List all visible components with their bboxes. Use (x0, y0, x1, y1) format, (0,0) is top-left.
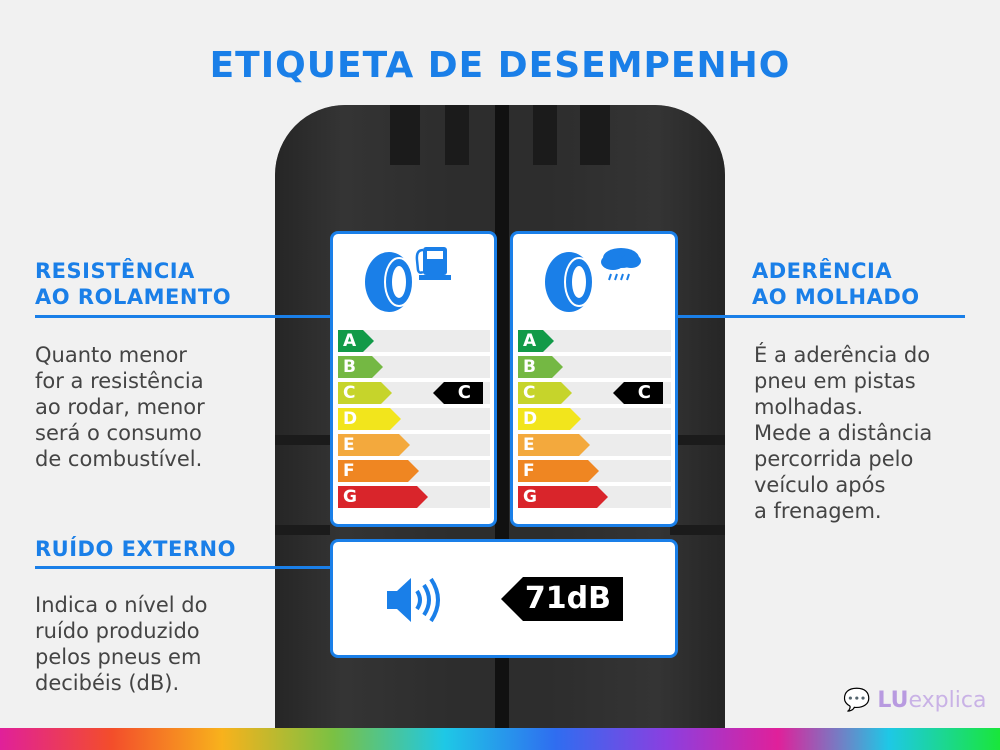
grade-row-g: G (518, 486, 671, 508)
grade-arrow: C (338, 382, 392, 404)
grade-arrow: E (518, 434, 590, 456)
wet-grip-heading: ADERÊNCIA AO MOLHADO (752, 258, 920, 310)
logo-brand: LU (877, 688, 909, 713)
wet-grip-description: É a aderência do pneu em pistas molhadas… (754, 342, 932, 524)
noise-description: Indica o nível do ruído produzido pelos … (35, 592, 207, 696)
noise-heading: RUÍDO EXTERNO (35, 537, 236, 561)
grade-row-a: A (518, 330, 671, 352)
text-line: for a resistência (35, 369, 204, 393)
text-line: pneu em pistas (754, 369, 916, 393)
text-line: será o consumo (35, 421, 202, 445)
rating-marker: C (613, 382, 663, 404)
logo-suffix: explica (908, 688, 987, 713)
grade-arrow: D (518, 408, 581, 430)
heading-line: RESISTÊNCIA (35, 259, 195, 283)
text-line: percorrida pelo (754, 447, 914, 471)
grade-arrow: C (518, 382, 572, 404)
grade-row-d: D (338, 408, 490, 430)
grade-arrow: F (338, 460, 419, 482)
grade-arrow: A (518, 330, 554, 352)
grade-row-f: F (338, 460, 490, 482)
rainbow-bar (0, 728, 1000, 750)
grade-row-e: E (338, 434, 490, 456)
grade-arrow: B (518, 356, 563, 378)
heading-line: AO ROLAMENTO (35, 285, 232, 309)
text-line: Quanto menor (35, 343, 187, 367)
tire-rain-cloud-icon (545, 248, 641, 312)
text-line: molhadas. (754, 395, 864, 419)
text-line: a frenagem. (754, 499, 882, 523)
text-line: decibéis (dB). (35, 671, 180, 695)
text-line: É a aderência do (754, 343, 931, 367)
text-line: Mede a distância (754, 421, 933, 445)
grade-arrow: A (338, 330, 374, 352)
rating-marker: C (433, 382, 483, 404)
text-line: Indica o nível do (35, 593, 208, 617)
text-line: de combustível. (35, 447, 203, 471)
lu-explica-logo: 💬 LUexplica (843, 688, 986, 713)
heading-line: ADERÊNCIA (752, 259, 893, 283)
heading-line: AO MOLHADO (752, 285, 920, 309)
grade-row-f: F (518, 460, 671, 482)
tire-fuel-pump-icon (365, 247, 451, 312)
grade-row-b: B (518, 356, 671, 378)
noise-value-badge: 71dB (501, 577, 623, 621)
grade-arrow: F (518, 460, 599, 482)
text-line: pelos pneus em (35, 645, 202, 669)
connector-line (35, 315, 333, 318)
page-title: ETIQUETA DE DESEMPENHO (209, 45, 791, 86)
grade-row-a: A (338, 330, 490, 352)
text-line: ruído produzido (35, 619, 200, 643)
grade-row-d: D (518, 408, 671, 430)
text-line: ao rodar, menor (35, 395, 205, 419)
rolling-resistance-description: Quanto menor for a resistência ao rodar,… (35, 342, 205, 472)
grade-row-e: E (518, 434, 671, 456)
grade-row-g: G (338, 486, 490, 508)
rolling-resistance-heading: RESISTÊNCIA AO ROLAMENTO (35, 258, 231, 310)
speech-bubble-icon: 💬 (843, 688, 871, 713)
speaker-icon (387, 577, 440, 623)
grade-arrow: D (338, 408, 401, 430)
grade-row-b: B (338, 356, 490, 378)
connector-line (35, 566, 333, 569)
connector-line (675, 315, 965, 318)
text-line: veículo após (754, 473, 886, 497)
noise-label: 71dB (330, 539, 678, 658)
grade-arrow: B (338, 356, 383, 378)
grade-arrow: G (518, 486, 608, 508)
grade-arrow: G (338, 486, 428, 508)
grade-arrow: E (338, 434, 410, 456)
